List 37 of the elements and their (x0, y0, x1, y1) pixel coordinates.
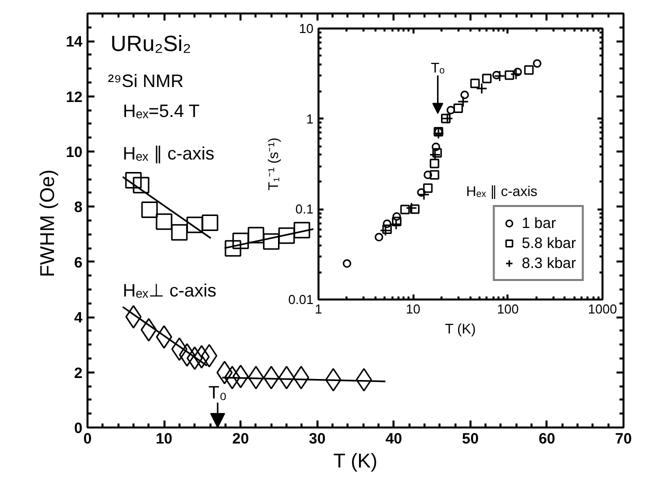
legend-label: Hₑₓ⊥ c-axis (122, 280, 216, 300)
y-tick-label: 6 (74, 254, 82, 272)
x-tick-label: 70 (615, 430, 632, 448)
y-tick-label: 2 (74, 364, 82, 382)
y-tick-label: 12 (66, 88, 83, 106)
x-tick-label: 1000 (588, 302, 617, 316)
y-tick-label: 0 (74, 420, 82, 437)
legend-label: Hₑₓ ∥ c-axis (122, 144, 214, 164)
y-tick-label: 10 (66, 144, 83, 161)
x-tick-label: 10 (406, 302, 420, 316)
annotation: T₀ (208, 382, 227, 403)
y-axis-title: FWHM (Oe) (36, 169, 59, 278)
y-tick-label: 14 (66, 34, 84, 51)
x-tick-label: 60 (538, 430, 556, 448)
x-tick-label: 40 (385, 430, 402, 448)
x-tick-label: 30 (308, 430, 326, 448)
annotation: URu₂Si₂ (110, 31, 192, 56)
y-tick-label: 1 (306, 111, 314, 126)
y-axis-title: T₁⁻¹ (s⁻¹) (265, 138, 282, 190)
legend-label: 1 bar (522, 214, 556, 232)
y-tick-label: 8 (74, 199, 82, 216)
y-tick-label: 4 (74, 310, 84, 327)
legend-label: 5.8 kbar (522, 234, 576, 252)
x-tick-label: 100 (496, 302, 519, 316)
annotation: Tₒ (430, 59, 445, 76)
x-tick-label: 50 (462, 430, 479, 448)
annotation: Hₑₓ ∥ c-axis (466, 183, 538, 200)
x-axis-title: T (K) (333, 450, 378, 472)
annotation: Hₑₓ=5.4 T (122, 100, 200, 121)
y-tick-label: 0.01 (288, 292, 314, 307)
annotation: ²⁹Si NMR (108, 70, 184, 91)
legend-label: 8.3 kbar (522, 254, 576, 272)
y-tick-label: 0.1 (295, 202, 314, 217)
x-tick-label: 20 (232, 430, 249, 448)
y-tick-label: 10 (299, 21, 314, 36)
x-axis-title: T (K) (444, 320, 476, 336)
x-tick-label: 10 (156, 430, 172, 448)
